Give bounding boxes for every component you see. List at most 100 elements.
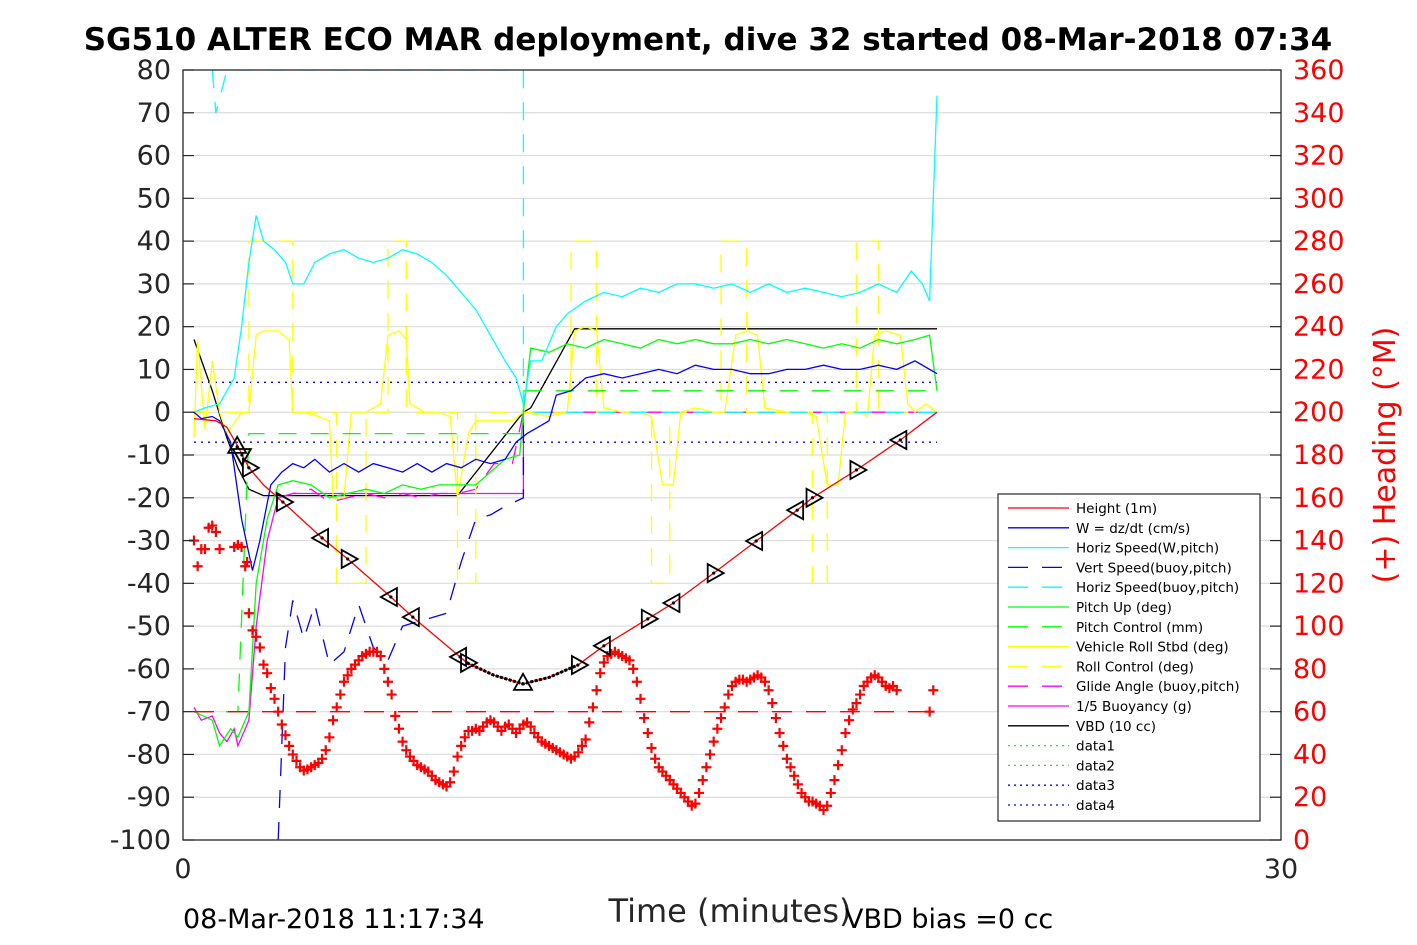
- left-tick-label: 10: [137, 354, 171, 385]
- left-tick-label: -50: [127, 611, 171, 642]
- heading-marker: [639, 713, 650, 724]
- series-line-horiz-speed-w-pitch: [193, 95, 938, 413]
- heading-marker: [759, 676, 770, 687]
- legend-entry: Pitch Up (deg): [1076, 600, 1172, 616]
- heading-marker: [591, 685, 602, 696]
- legend-entry: Roll Control (deg): [1076, 659, 1194, 675]
- heading-marker: [214, 544, 225, 555]
- heading-marker: [525, 721, 536, 732]
- heading-marker: [690, 798, 701, 809]
- heading-marker: [763, 685, 774, 696]
- left-tick-label: 50: [137, 183, 171, 214]
- right-tick-label: 40: [1293, 739, 1327, 770]
- dive-triangle-marker: [310, 527, 329, 549]
- dive-marker-dot: [576, 663, 580, 667]
- right-tick-label: 320: [1293, 141, 1345, 172]
- heading-marker: [242, 556, 253, 567]
- heading-marker: [317, 753, 328, 764]
- legend-entry: data3: [1076, 778, 1115, 794]
- dive-triangle-marker: [805, 487, 825, 509]
- heading-marker: [448, 766, 459, 777]
- heading-marker: [697, 775, 708, 786]
- right-tick-label: 60: [1293, 697, 1327, 728]
- heading-marker: [851, 698, 862, 709]
- dive-marker-dot: [465, 661, 469, 665]
- dive-marker-dot: [240, 453, 244, 457]
- heading-marker: [847, 704, 858, 715]
- heading-marker: [192, 561, 203, 572]
- heading-marker: [770, 713, 781, 724]
- plot-area: [188, 70, 939, 840]
- dive-marker-dot: [602, 644, 606, 648]
- heading-marker: [342, 670, 353, 681]
- dive-triangle-marker: [706, 562, 726, 584]
- legend-entry: Horiz Speed(W,pitch): [1076, 541, 1219, 557]
- right-tick-label: 80: [1293, 654, 1327, 685]
- heading-marker: [576, 740, 587, 751]
- dive-marker-dot: [281, 500, 285, 504]
- heading-marker: [584, 717, 595, 728]
- heading-marker: [855, 689, 866, 700]
- heading-marker: [265, 683, 276, 694]
- right-tick-label: 20: [1293, 782, 1327, 813]
- dive-marker-dot: [389, 595, 393, 599]
- right-tick-label: 160: [1293, 483, 1345, 514]
- heading-marker: [781, 753, 792, 764]
- heading-marker: [580, 734, 591, 745]
- heading-marker: [459, 732, 470, 743]
- dive-triangle-marker: [592, 635, 611, 657]
- series-line-horiz-speed-buoy-pitch: [211, 70, 937, 413]
- heading-marker: [328, 715, 339, 726]
- series-line-glide-angle-buoy-pitch: [278, 411, 937, 503]
- dive-marker-dot: [346, 557, 350, 561]
- heading-marker: [840, 728, 851, 739]
- dive-triangle-marker: [785, 499, 805, 521]
- series-line-vert-speed-buoy-pitch: [277, 412, 525, 840]
- heading-marker: [382, 676, 393, 687]
- dive-triangle-marker: [340, 548, 360, 570]
- legend-entry: 1/5 Buoyancy (g): [1076, 699, 1192, 715]
- heading-marker: [379, 663, 390, 674]
- heading-marker: [573, 747, 584, 758]
- heading-marker: [375, 651, 386, 662]
- heading-marker: [335, 689, 346, 700]
- dive-triangle-marker: [512, 672, 534, 691]
- right-tick-label: 240: [1293, 312, 1345, 343]
- dive-marker-dot: [235, 445, 239, 449]
- heading-marker: [595, 668, 606, 679]
- heading-marker: [631, 676, 642, 687]
- left-tick-label: 80: [137, 55, 171, 86]
- heading-marker: [712, 723, 723, 734]
- heading-marker: [247, 625, 258, 636]
- legend-entry: Vehicle Roll Stbd (deg): [1076, 640, 1229, 656]
- dive-marker-dot: [671, 601, 676, 605]
- right-axis-label: (+) Heading (°M): [1368, 327, 1403, 584]
- dive-marker-dot: [854, 468, 859, 472]
- dive-triangle-marker: [379, 586, 398, 608]
- dive-triangle-marker: [888, 429, 908, 451]
- left-tick-label: -80: [127, 739, 171, 770]
- heading-marker: [642, 728, 653, 739]
- dive-marker-dot: [411, 615, 415, 619]
- heading-marker: [199, 544, 210, 555]
- left-tick-label: 70: [137, 98, 171, 129]
- heading-marker: [401, 745, 412, 756]
- left-tick-label: -60: [127, 654, 171, 685]
- heading-marker: [767, 698, 778, 709]
- left-tick-label: -40: [127, 568, 171, 599]
- right-tick-label: 260: [1293, 269, 1345, 300]
- heading-marker: [320, 745, 331, 756]
- heading-marker: [708, 736, 719, 747]
- heading-marker: [393, 723, 404, 734]
- left-tick-label: 0: [154, 397, 171, 428]
- heading-marker: [386, 689, 397, 700]
- x-axis-label: Time (minutes): [608, 892, 852, 930]
- dive-marker-dot: [712, 571, 716, 575]
- right-tick-label: 300: [1293, 183, 1345, 214]
- heading-marker: [291, 755, 302, 766]
- dive-triangle-marker: [276, 491, 295, 513]
- legend-entry: W = dz/dt (cm/s): [1076, 521, 1190, 537]
- dive-triangle-marker: [241, 457, 261, 479]
- dive-triangle-marker: [849, 459, 869, 481]
- heading-marker: [716, 713, 727, 724]
